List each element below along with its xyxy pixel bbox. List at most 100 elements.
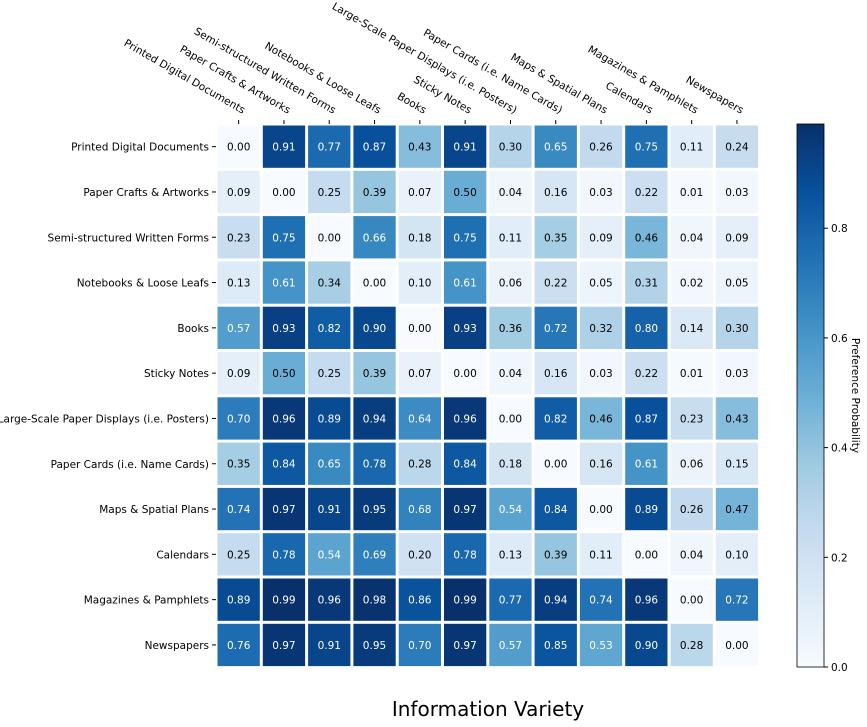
heatmap-cell [670, 533, 713, 576]
heatmap-cell [398, 306, 441, 349]
heatmap-cell [489, 487, 532, 531]
colorbar-tick-label: 0.0 [831, 662, 848, 674]
cell-value-label: 0.91 [318, 640, 341, 652]
cell-value-label: 0.43 [725, 413, 748, 425]
row-label: Semi-structured Written Forms [48, 232, 209, 244]
heatmap-cell [308, 623, 351, 667]
heatmap-cell [444, 352, 487, 395]
cell-value-label: 0.75 [635, 142, 658, 154]
cell-value-label: 0.78 [453, 549, 476, 561]
heatmap-cell [670, 352, 713, 395]
cell-value-label: 0.01 [680, 368, 703, 380]
cell-value-label: 0.00 [227, 142, 250, 154]
cell-value-label: 0.35 [227, 459, 250, 471]
cell-value-label: 0.39 [363, 368, 386, 380]
heatmap-cell [715, 306, 759, 349]
cell-value-label: 0.61 [453, 278, 476, 290]
cell-value-label: 0.90 [635, 640, 658, 652]
heatmap-cell [308, 216, 351, 259]
heatmap-cell [353, 578, 396, 621]
cell-value-label: 0.68 [408, 504, 431, 516]
colorbar-tick-label: 0.2 [831, 552, 848, 564]
heatmap-cell [625, 261, 668, 304]
cell-value-label: 0.30 [499, 142, 522, 154]
heatmap-cell [715, 533, 759, 576]
heatmap-cell [217, 533, 260, 576]
cell-value-label: 0.03 [725, 187, 748, 199]
heatmap-cell [579, 261, 623, 304]
heatmap-cell [398, 533, 441, 576]
colorbar-label: Preference Probability [849, 338, 861, 453]
heatmap-cell [398, 261, 441, 304]
chart-title: Information Variety [392, 697, 584, 721]
cell-value-label: 0.70 [227, 413, 250, 425]
cell-value-label: 0.00 [680, 595, 703, 607]
heatmap-cell [217, 487, 260, 531]
cell-value-label: 0.95 [363, 504, 386, 516]
cell-value-label: 0.43 [408, 142, 431, 154]
cell-value-label: 0.07 [408, 368, 431, 380]
heatmap-cell [579, 442, 623, 485]
cell-value-label: 0.15 [725, 459, 748, 471]
row-labels: Printed Digital Documents Paper Crafts & … [0, 142, 216, 652]
cell-value-label: 0.10 [408, 278, 431, 290]
heatmap-cell [579, 216, 623, 259]
cell-value-label: 0.78 [363, 459, 386, 471]
heatmap-cell [353, 442, 396, 485]
cell-value-label: 0.00 [635, 549, 658, 561]
heatmap-cell [715, 442, 759, 485]
heatmap-cell [353, 216, 396, 259]
cell-value-label: 0.97 [453, 504, 476, 516]
cell-value-label: 0.96 [272, 413, 296, 425]
cell-value-label: 0.80 [635, 323, 658, 335]
heatmap-cell [217, 578, 260, 621]
heatmap-cell [579, 352, 623, 395]
column-label: Books [395, 90, 428, 116]
cell-value-label: 0.23 [680, 413, 703, 425]
heatmap-cell [579, 125, 623, 168]
cell-value-label: 0.35 [544, 232, 567, 244]
row-label: Printed Digital Documents [71, 142, 209, 154]
heatmap-cell [262, 623, 306, 667]
cell-value-label: 0.98 [363, 595, 386, 607]
heatmap-cell [579, 170, 623, 214]
heatmap-cell [579, 397, 623, 440]
heatmap-cell [353, 623, 396, 667]
heatmap-cell [398, 623, 441, 667]
cell-value-label: 0.96 [453, 413, 477, 425]
row-label: Large-Scale Paper Displays (i.e. Posters… [0, 413, 209, 425]
cell-value-label: 0.72 [544, 323, 567, 335]
heatmap-cell [715, 261, 759, 304]
cell-value-label: 0.00 [544, 459, 567, 471]
heatmap-cell [489, 533, 532, 576]
heatmap-cell [489, 306, 532, 349]
cell-value-label: 0.11 [680, 142, 703, 154]
cell-value-label: 0.74 [589, 595, 613, 607]
cell-value-label: 0.04 [499, 368, 523, 380]
cell-value-label: 0.00 [499, 413, 522, 425]
cell-value-label: 0.91 [453, 142, 476, 154]
cell-value-label: 0.26 [680, 504, 704, 516]
colorbar-scale [796, 123, 825, 668]
cell-value-label: 0.72 [725, 595, 748, 607]
cell-value-label: 0.97 [272, 640, 295, 652]
cell-value-label: 0.87 [363, 142, 386, 154]
cell-value-label: 0.39 [363, 187, 386, 199]
cell-value-label: 0.95 [363, 640, 386, 652]
heatmap-cell [625, 442, 668, 485]
cell-value-label: 0.93 [453, 323, 476, 335]
heatmap-cell [625, 578, 668, 621]
heatmap-cell [670, 261, 713, 304]
cell-value-label: 0.20 [408, 549, 431, 561]
cell-value-label: 0.61 [272, 278, 295, 290]
heatmap-cell [217, 261, 260, 304]
cell-value-label: 0.05 [589, 278, 612, 290]
cell-value-label: 0.53 [589, 640, 612, 652]
cell-value-label: 0.94 [363, 413, 387, 425]
cell-value-label: 0.23 [227, 232, 250, 244]
colorbar-tick-label: 0.4 [831, 443, 848, 455]
heatmap-cell [308, 352, 351, 395]
heatmap-cell [398, 352, 441, 395]
heatmap-cell [625, 125, 668, 168]
heatmap-cell [534, 306, 577, 349]
